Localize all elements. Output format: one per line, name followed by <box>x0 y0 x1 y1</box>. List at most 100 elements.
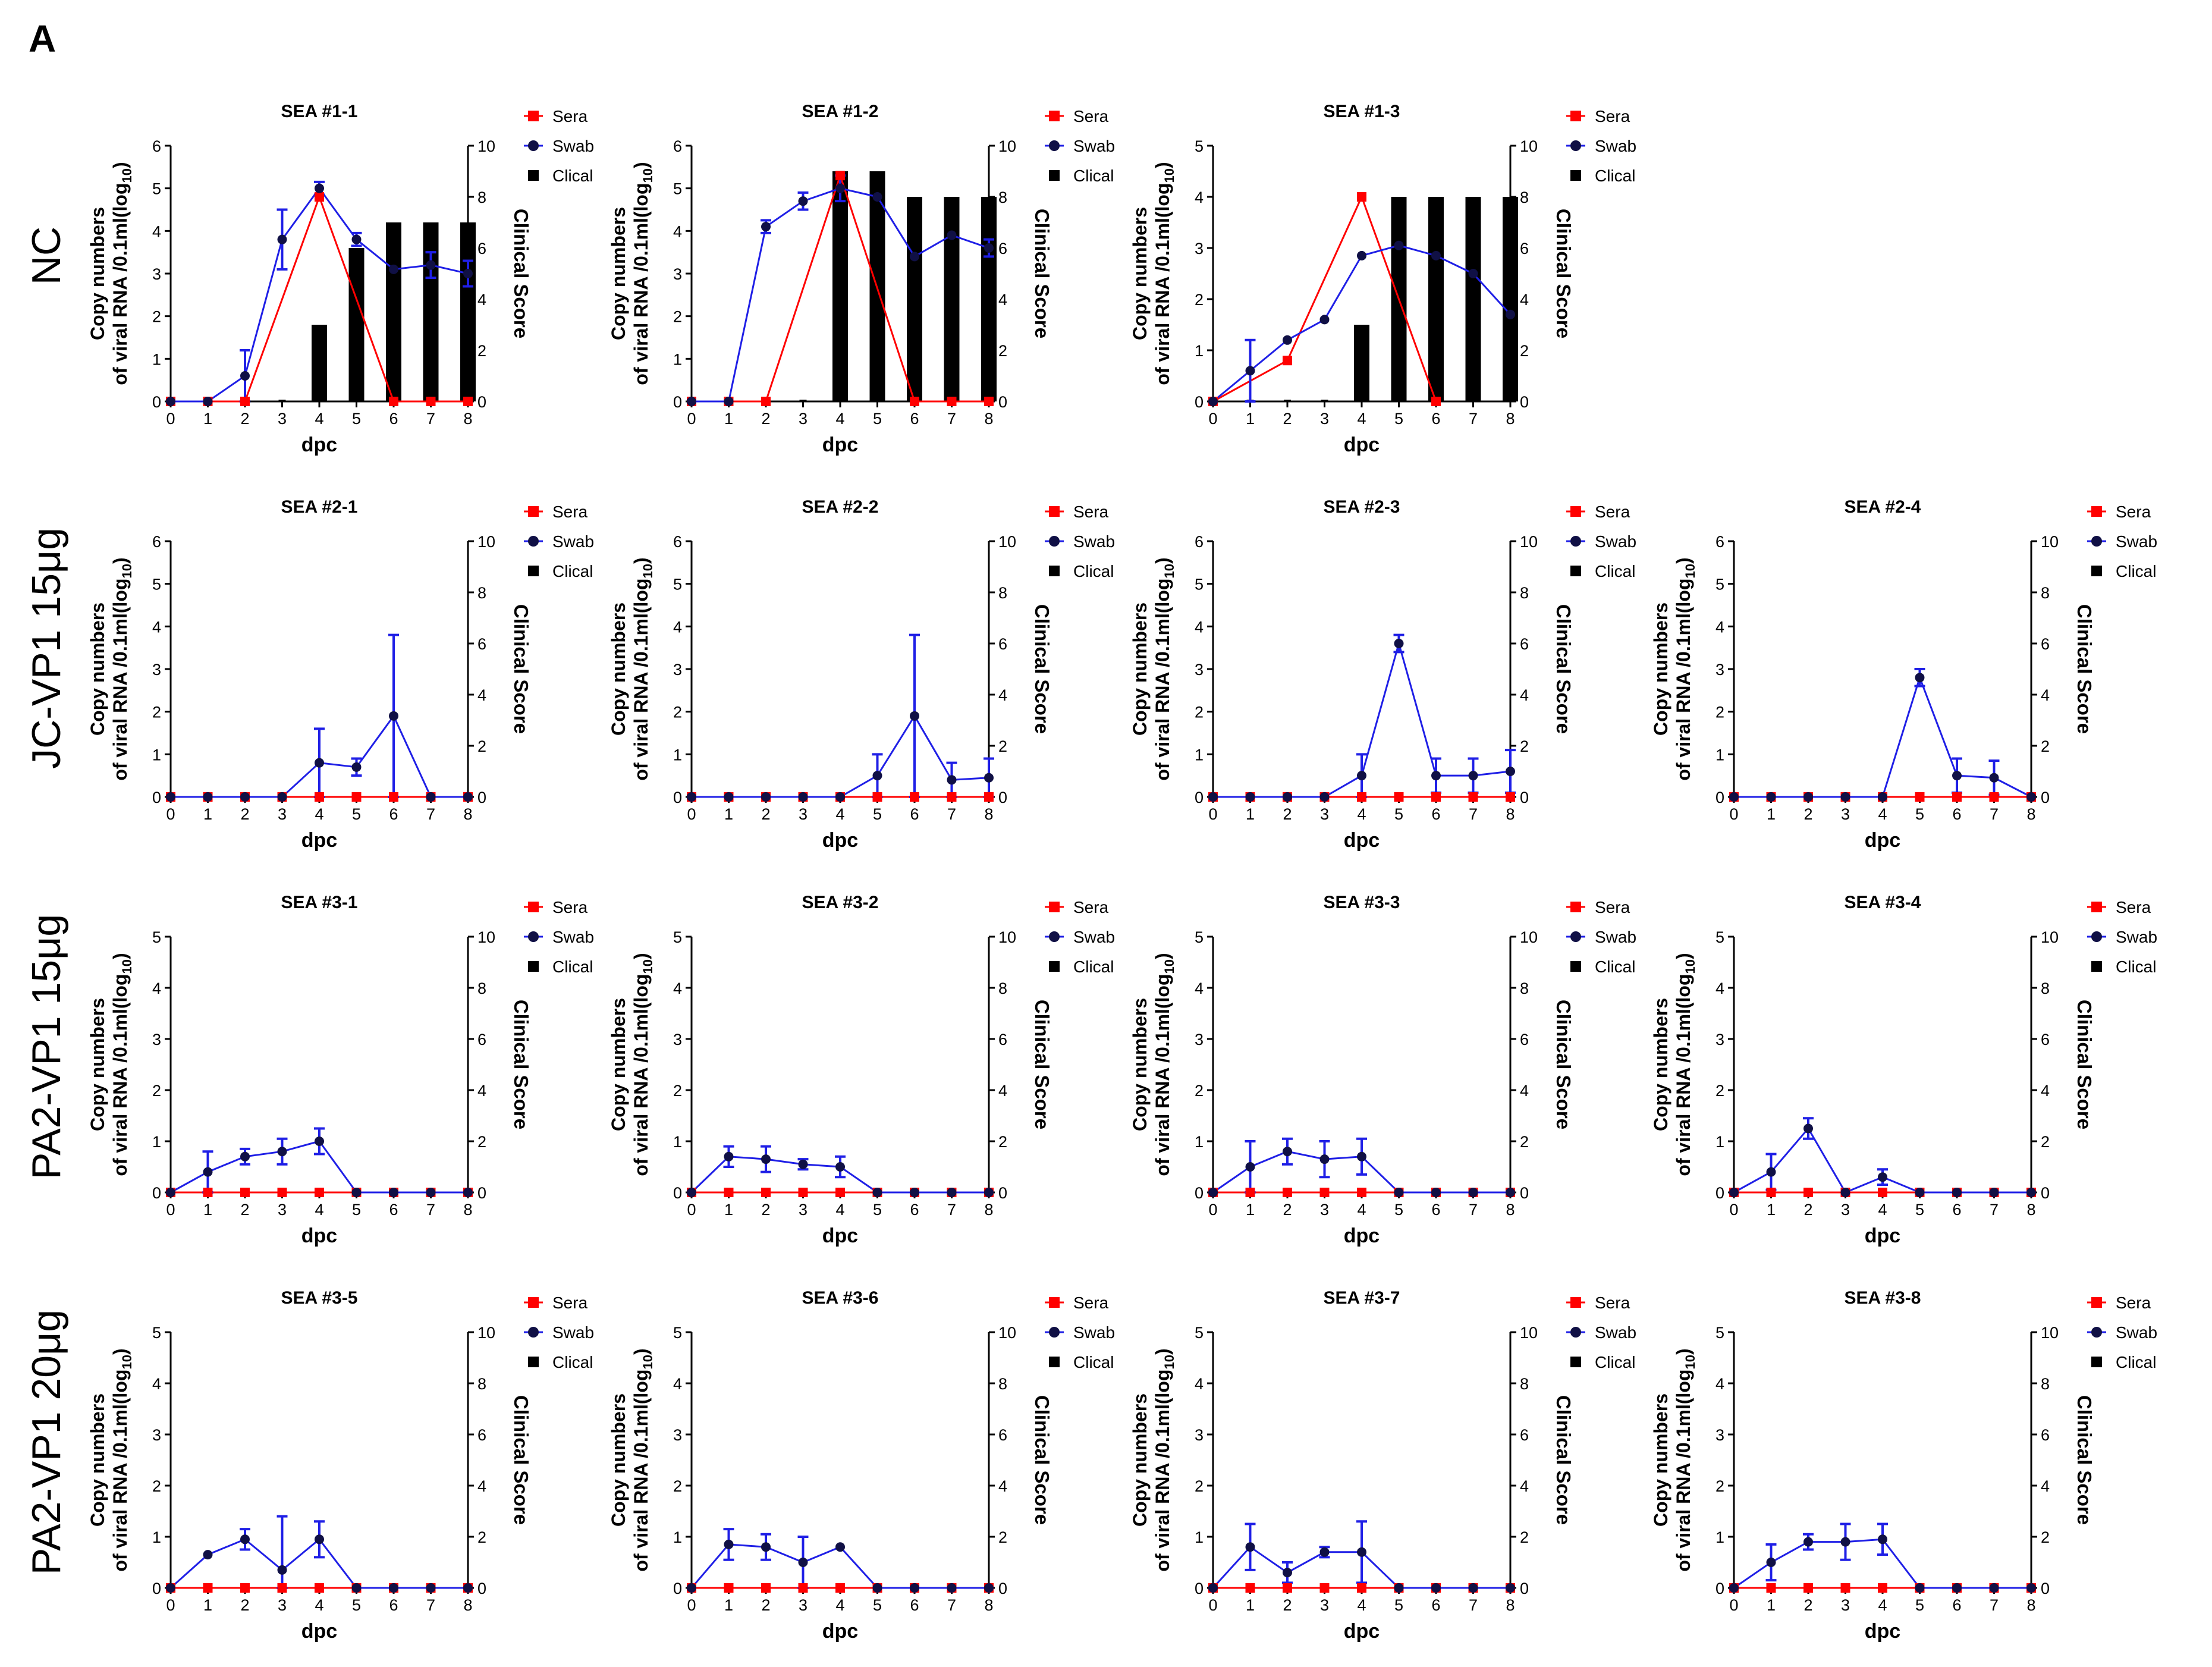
x-tick-label: 7 <box>1469 1596 1478 1614</box>
x-tick-label: 0 <box>166 410 175 428</box>
point-swab <box>761 792 771 802</box>
y-tick-label: 1 <box>673 350 682 368</box>
point-swab <box>1952 771 1962 781</box>
point-swab <box>1431 1188 1441 1197</box>
point-swab <box>1915 1583 1925 1593</box>
y-axis-label: Copy numbersof viral RNA /0.1ml(log10) <box>1650 953 1698 1176</box>
legend-sera-marker <box>1049 1297 1060 1308</box>
x-tick-label: 4 <box>315 805 323 823</box>
legend-sera-marker <box>528 1297 539 1308</box>
x-tick-label: 7 <box>426 805 435 823</box>
legend-swab-marker <box>2091 1327 2102 1338</box>
point-swab <box>315 758 324 768</box>
y-axis-label: Copy numbersof viral RNA /0.1ml(log10) <box>87 162 134 385</box>
x-tick-label: 6 <box>910 1201 919 1219</box>
y2-tick-label: 6 <box>477 635 486 653</box>
x-tick-label: 1 <box>1767 805 1776 823</box>
x-tick-label: 8 <box>2026 1201 2035 1219</box>
y-axis-label-end: ) <box>1673 1348 1694 1355</box>
y-tick-label: 2 <box>673 308 682 326</box>
y2-tick-label: 6 <box>998 635 1007 653</box>
point-swab <box>1208 1188 1218 1197</box>
y2-tick-label: 0 <box>477 1580 486 1597</box>
point-sera <box>1878 1583 1887 1593</box>
legend-sera-marker <box>1570 902 1581 912</box>
x-tick-label: 0 <box>1208 805 1217 823</box>
y-axis-label-end: ) <box>1152 1348 1173 1355</box>
x-tick-label: 6 <box>1952 1201 1961 1219</box>
y-tick-label: 4 <box>152 1375 161 1393</box>
y2-tick-label: 2 <box>998 1133 1007 1151</box>
x-tick-label: 2 <box>761 1201 770 1219</box>
point-swab <box>1915 673 1925 683</box>
point-swab <box>724 1151 734 1161</box>
point-sera <box>798 1188 808 1197</box>
x-axis-label: dpc <box>1344 1225 1380 1247</box>
point-swab <box>1357 771 1366 781</box>
y-axis-label-subscript: 10 <box>120 168 134 183</box>
x-tick-label: 2 <box>1803 1201 1812 1219</box>
legend-swab-marker <box>1570 536 1581 547</box>
y2-tick-label: 0 <box>1520 789 1529 806</box>
point-swab <box>798 792 808 802</box>
y-tick-label: 0 <box>152 1580 161 1597</box>
x-tick-label: 3 <box>278 1201 287 1219</box>
legend: Sera Swab Clical <box>1045 107 1115 185</box>
y-tick-label: 4 <box>1195 1375 1204 1393</box>
point-swab <box>1840 1537 1850 1547</box>
x-tick-label: 4 <box>1878 805 1887 823</box>
point-swab <box>351 1188 362 1197</box>
point-swab <box>1283 1568 1292 1578</box>
point-sera <box>315 1583 324 1593</box>
chart-title: SEA #2-1 <box>281 497 358 517</box>
chart-title: SEA #1-3 <box>1324 102 1400 121</box>
y2-axis-label: Clinical Score <box>2073 604 2095 734</box>
y-tick-label: 2 <box>152 704 161 721</box>
y2-axis-label: Clinical Score <box>510 1395 532 1525</box>
point-swab <box>1803 1537 1813 1547</box>
point-swab <box>947 1583 957 1593</box>
point-swab <box>1766 1167 1776 1177</box>
y-axis-label-end: ) <box>1673 557 1694 564</box>
legend-swab-marker <box>1570 140 1581 151</box>
chart-title: SEA #1-1 <box>281 102 358 121</box>
bar-clinical <box>907 197 922 401</box>
legend-sera-label: Sera <box>1073 1294 1109 1312</box>
point-swab <box>872 771 882 781</box>
point-swab <box>426 1188 436 1197</box>
x-tick-label: 7 <box>947 805 956 823</box>
y-axis-label-line2: of viral RNA /0.1ml(log <box>630 974 652 1176</box>
point-swab <box>389 1583 398 1593</box>
legend-clinical-marker <box>1049 961 1060 972</box>
y-tick-label: 2 <box>673 1082 682 1100</box>
y-axis-label-line1: Copy numbers <box>608 602 629 736</box>
y-axis-label: Copy numbersof viral RNA /0.1ml(log10) <box>87 953 134 1176</box>
x-tick-label: 6 <box>389 1201 398 1219</box>
x-tick-label: 6 <box>1431 1596 1440 1614</box>
point-swab <box>315 1137 324 1146</box>
y-tick-label: 0 <box>1715 1580 1724 1597</box>
y2-tick-label: 4 <box>477 291 486 309</box>
y2-tick-label: 4 <box>998 1477 1007 1495</box>
x-tick-label: 5 <box>873 805 882 823</box>
y2-tick-label: 6 <box>477 240 486 258</box>
y-axis-label-line1: Copy numbers <box>1129 1393 1151 1527</box>
legend-sera-marker <box>2091 1297 2102 1308</box>
bar-clinical <box>944 197 960 401</box>
y-axis-label-end: ) <box>1673 953 1694 959</box>
y-tick-label: 3 <box>152 1031 161 1048</box>
bar-clinical-zero <box>1284 400 1291 401</box>
y-tick-label: 5 <box>673 928 682 946</box>
x-tick-label: 4 <box>1878 1201 1887 1219</box>
point-swab <box>389 711 398 721</box>
legend-clinical-marker <box>528 961 539 972</box>
y2-tick-label: 2 <box>477 342 486 360</box>
legend-swab-label: Swab <box>1073 1323 1115 1342</box>
y-tick-label: 0 <box>1195 393 1204 411</box>
y2-tick-label: 4 <box>1520 1082 1529 1100</box>
x-tick-label: 0 <box>1729 805 1738 823</box>
x-tick-label: 3 <box>1841 805 1850 823</box>
y2-tick-label: 0 <box>998 393 1007 411</box>
point-swab <box>984 1188 994 1197</box>
point-swab <box>872 1188 882 1197</box>
